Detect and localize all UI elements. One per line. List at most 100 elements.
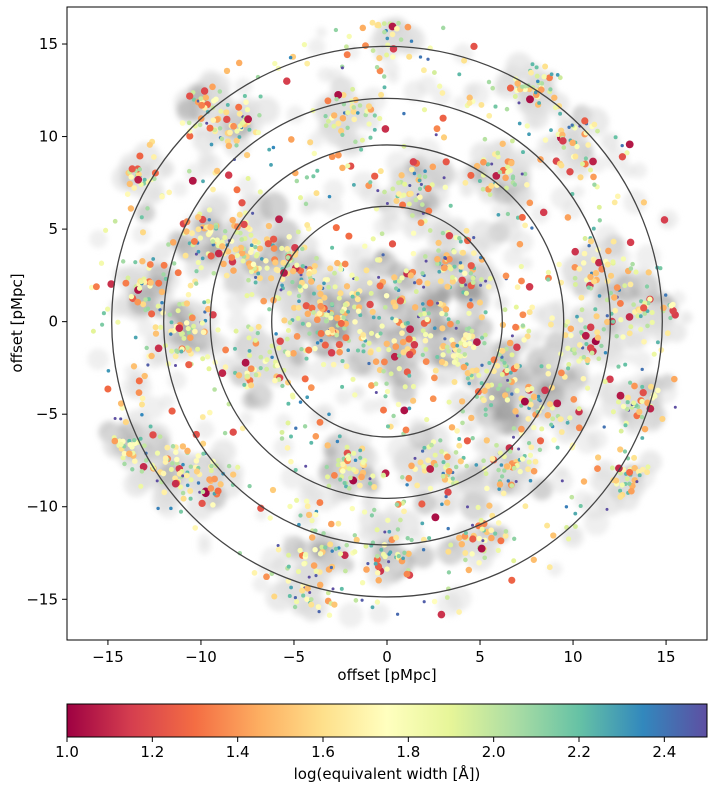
scatter-point — [417, 186, 423, 192]
scatter-point — [422, 254, 428, 259]
scatter-point — [213, 224, 219, 230]
scatter-point — [324, 312, 330, 318]
scatter-point — [439, 114, 447, 122]
density-blob — [593, 294, 607, 309]
scatter-point — [179, 349, 184, 354]
scatter-point — [330, 549, 334, 553]
scatter-point — [232, 246, 240, 253]
scatter-point — [426, 299, 434, 307]
scatter-point — [210, 502, 216, 508]
scatter-point — [425, 207, 433, 215]
scatter-point — [571, 347, 577, 353]
scatter-point — [337, 319, 345, 327]
scatter-point — [370, 48, 376, 53]
scatter-point — [388, 240, 397, 248]
scatter-point — [502, 272, 510, 280]
scatter-point — [139, 462, 148, 471]
density-blob — [239, 411, 253, 426]
scatter-point — [494, 442, 499, 448]
scatter-point — [639, 466, 646, 473]
scatter-point — [520, 84, 525, 89]
scatter-point — [424, 259, 428, 263]
scatter-point — [369, 308, 376, 315]
scatter-point — [316, 499, 324, 507]
scatter-point — [396, 180, 401, 186]
scatter-point — [414, 482, 421, 489]
scatter-point — [616, 299, 624, 307]
scatter-point — [310, 562, 318, 569]
scatter-point — [194, 252, 198, 256]
scatter-point — [436, 301, 439, 305]
scatter-point — [408, 166, 415, 173]
scatter-point — [365, 103, 373, 110]
scatter-point — [202, 300, 207, 305]
density-blob — [653, 379, 678, 404]
scatter-point — [234, 128, 240, 134]
scatter-point — [313, 528, 318, 533]
scatter-point — [239, 237, 245, 242]
scatter-point — [244, 373, 250, 379]
scatter-point — [489, 455, 496, 462]
density-blob — [564, 141, 590, 167]
scatter-point — [395, 401, 402, 408]
scatter-point — [581, 331, 590, 340]
scatter-point — [304, 265, 308, 269]
scatter-point — [368, 135, 373, 140]
x-axis: −15 −10 −5 0 5 10 15 — [92, 640, 676, 666]
scatter-point — [326, 284, 331, 290]
scatter-point — [468, 414, 475, 422]
scatter-point — [510, 334, 514, 338]
scatter-point — [335, 439, 340, 444]
scatter-point — [279, 245, 285, 251]
scatter-point — [622, 449, 628, 454]
density-blob — [470, 142, 494, 167]
scatter-point — [434, 255, 441, 263]
scatter-point — [352, 533, 358, 538]
scatter-point — [166, 242, 171, 247]
density-blob — [541, 337, 570, 366]
scatter-point — [327, 265, 334, 272]
scatter-point — [460, 363, 468, 371]
scatter-point — [251, 570, 258, 576]
scatter-point — [205, 298, 211, 304]
scatter-point — [587, 238, 595, 245]
scatter-point — [590, 173, 597, 181]
scatter-point — [516, 240, 524, 248]
scatter-point — [483, 412, 488, 418]
scatter-point — [457, 353, 464, 359]
scatter-point — [351, 450, 357, 456]
scatter-point — [394, 502, 400, 507]
density-blob — [627, 420, 639, 432]
scatter-point — [440, 25, 446, 31]
scatter-point — [422, 358, 430, 365]
scatter-point — [374, 570, 381, 576]
scatter-point — [370, 540, 376, 545]
scatter-point — [235, 59, 243, 67]
scatter-point — [450, 341, 457, 349]
scatter-point — [421, 463, 427, 470]
scatter-point — [620, 334, 626, 340]
scatter-point — [283, 77, 291, 85]
scatter-point — [235, 103, 243, 111]
scatter-point — [597, 294, 602, 298]
scatter-point — [421, 311, 427, 317]
scatter-point — [655, 340, 660, 345]
scatter-point — [352, 392, 358, 398]
scatter-point — [470, 42, 478, 51]
y-tick-label: −10 — [26, 498, 58, 516]
scatter-point — [451, 249, 457, 255]
scatter-point — [439, 325, 446, 332]
scatter-point — [322, 281, 326, 286]
scatter-point — [179, 120, 186, 126]
scatter-point — [295, 568, 302, 575]
x-tick-label: 0 — [382, 648, 392, 666]
scatter-point — [304, 175, 310, 180]
scatter-point — [424, 185, 432, 193]
scatter-point — [367, 481, 373, 486]
scatter-point — [421, 107, 428, 113]
scatter-point — [530, 467, 538, 475]
scatter-point — [359, 580, 366, 586]
density-blob — [530, 478, 553, 501]
scatter-point — [359, 137, 365, 143]
scatter-point — [520, 397, 529, 406]
